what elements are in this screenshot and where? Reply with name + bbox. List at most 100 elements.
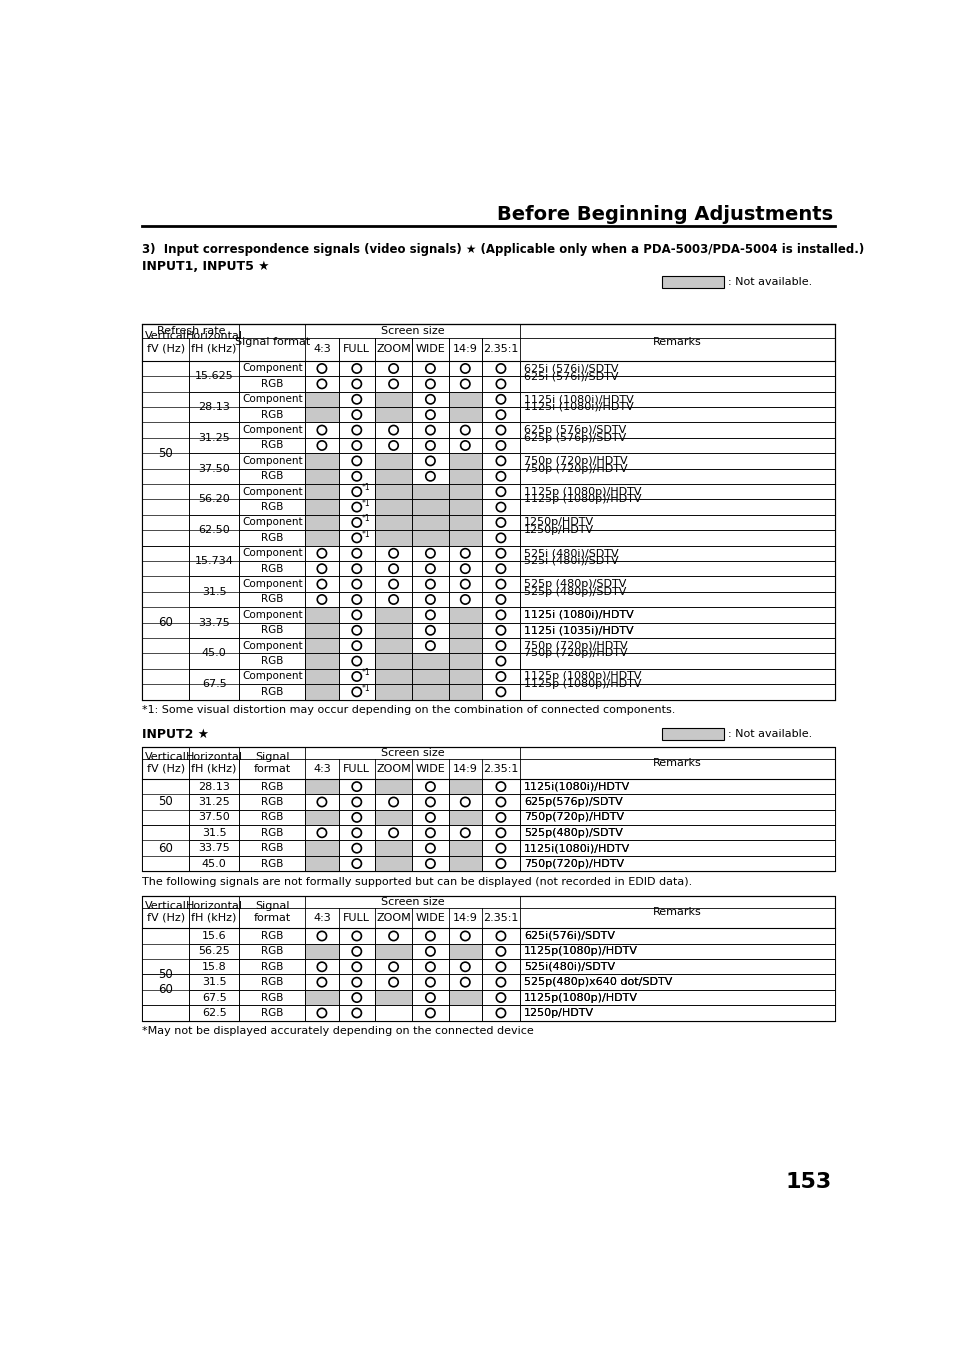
Bar — [448, 500, 481, 515]
Bar — [481, 825, 519, 840]
Bar — [375, 577, 412, 592]
Text: Component: Component — [242, 517, 302, 527]
Text: 15.625: 15.625 — [194, 372, 233, 381]
Bar — [142, 324, 835, 700]
Text: RGB: RGB — [261, 594, 283, 604]
Text: 2.35:1: 2.35:1 — [483, 763, 518, 774]
Bar — [481, 546, 519, 561]
Text: FULL: FULL — [343, 345, 370, 354]
Bar — [189, 928, 239, 943]
Text: 50: 50 — [158, 447, 172, 459]
Bar — [448, 361, 481, 376]
Bar — [481, 780, 519, 794]
Bar — [519, 857, 835, 871]
Text: RGB: RGB — [261, 378, 283, 389]
Bar — [481, 857, 519, 871]
Bar — [375, 546, 412, 561]
Bar — [519, 376, 835, 392]
Text: 750p(720p)/HDTV: 750p(720p)/HDTV — [523, 812, 623, 823]
Text: 1250p/HDTV: 1250p/HDTV — [523, 1008, 594, 1017]
Bar — [338, 857, 375, 871]
Bar — [338, 638, 375, 654]
Bar — [189, 515, 239, 546]
Bar — [305, 546, 338, 561]
Bar — [375, 840, 412, 857]
Text: FULL: FULL — [343, 763, 370, 774]
Text: : Not available.: : Not available. — [727, 277, 811, 288]
Text: RGB: RGB — [261, 946, 283, 957]
Bar — [305, 638, 338, 654]
Bar — [412, 840, 448, 857]
Bar — [239, 857, 305, 871]
Text: 525i(480i)/SDTV: 525i(480i)/SDTV — [523, 962, 615, 971]
Bar — [239, 361, 305, 376]
Bar — [338, 943, 375, 959]
Text: Component: Component — [242, 580, 302, 589]
Text: 1125i (1080i)/HDTV: 1125i (1080i)/HDTV — [523, 609, 633, 620]
Bar — [481, 623, 519, 638]
Bar — [142, 928, 189, 1020]
Bar — [519, 809, 835, 825]
Bar — [239, 959, 305, 974]
Bar — [412, 684, 448, 700]
Text: RGB: RGB — [261, 993, 283, 1002]
Text: *1: *1 — [362, 684, 371, 693]
Text: Horizontal
fH (kHz): Horizontal fH (kHz) — [186, 901, 242, 923]
Bar — [142, 825, 189, 871]
Bar — [412, 825, 448, 840]
Bar — [448, 577, 481, 592]
Bar — [412, 943, 448, 959]
Bar — [375, 623, 412, 638]
Bar — [519, 361, 835, 376]
Bar — [239, 669, 305, 684]
Bar — [481, 376, 519, 392]
Bar — [305, 1005, 338, 1020]
Bar — [189, 546, 239, 577]
Bar — [661, 276, 723, 288]
Bar — [448, 669, 481, 684]
Bar — [519, 943, 835, 959]
Text: 625p(576p)/SDTV: 625p(576p)/SDTV — [523, 797, 622, 807]
Bar — [448, 530, 481, 546]
Bar — [448, 809, 481, 825]
Bar — [305, 592, 338, 607]
Text: 31.25: 31.25 — [198, 797, 230, 807]
Bar — [481, 453, 519, 469]
Bar — [305, 857, 338, 871]
Text: RGB: RGB — [261, 962, 283, 971]
Text: 1125p (1080p)/HDTV: 1125p (1080p)/HDTV — [523, 680, 640, 689]
Bar — [519, 453, 835, 469]
Bar — [305, 990, 338, 1005]
Bar — [142, 780, 189, 825]
Bar — [338, 361, 375, 376]
Text: 33.75: 33.75 — [198, 843, 230, 854]
Text: Component: Component — [242, 426, 302, 435]
Bar — [519, 809, 835, 825]
Text: *May not be displayed accurately depending on the connected device: *May not be displayed accurately dependi… — [142, 1027, 534, 1036]
Bar — [481, 392, 519, 407]
Bar — [412, 669, 448, 684]
Text: 1125p(1080p)/HDTV: 1125p(1080p)/HDTV — [523, 993, 638, 1002]
Bar — [375, 376, 412, 392]
Bar — [481, 500, 519, 515]
Bar — [412, 561, 448, 577]
Text: 60: 60 — [158, 842, 173, 855]
Bar — [189, 943, 239, 959]
Bar — [412, 990, 448, 1005]
Text: RGB: RGB — [261, 563, 283, 574]
Bar — [239, 840, 305, 857]
Bar — [305, 840, 338, 857]
Text: 4:3: 4:3 — [313, 345, 331, 354]
Text: RGB: RGB — [261, 686, 283, 697]
Bar — [412, 959, 448, 974]
Bar — [338, 546, 375, 561]
Text: Screen size: Screen size — [380, 747, 444, 758]
Bar — [375, 515, 412, 530]
Bar — [338, 654, 375, 669]
Text: 56.25: 56.25 — [198, 946, 230, 957]
Bar — [338, 990, 375, 1005]
Text: Refresh rate: Refresh rate — [156, 326, 225, 336]
Bar — [448, 780, 481, 794]
Bar — [519, 959, 835, 974]
Bar — [448, 825, 481, 840]
